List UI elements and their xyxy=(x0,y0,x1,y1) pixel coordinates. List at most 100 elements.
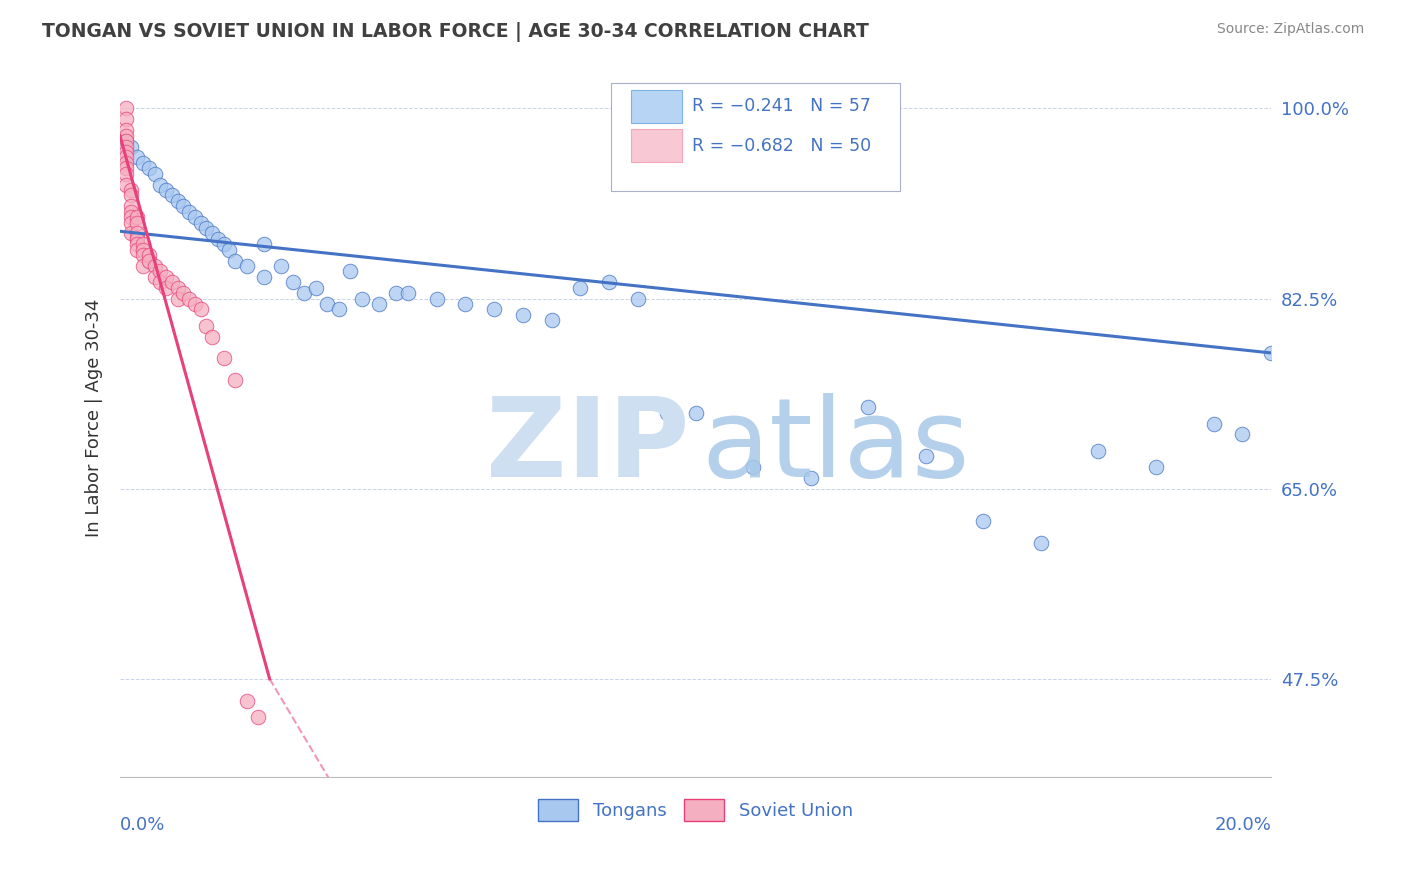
Point xyxy=(292,286,315,301)
Point xyxy=(127,210,149,224)
Point xyxy=(114,134,136,148)
Point xyxy=(235,259,257,273)
Point xyxy=(212,351,235,366)
Point xyxy=(121,199,143,213)
Point xyxy=(195,221,218,235)
Point xyxy=(172,199,194,213)
Point xyxy=(540,313,562,327)
Text: TONGAN VS SOVIET UNION IN LABOR FORCE | AGE 30-34 CORRELATION CHART: TONGAN VS SOVIET UNION IN LABOR FORCE | … xyxy=(42,22,869,42)
Point xyxy=(235,693,257,707)
FancyBboxPatch shape xyxy=(631,90,682,123)
Point xyxy=(155,269,177,284)
Point xyxy=(121,216,143,230)
Point xyxy=(627,292,650,306)
Point xyxy=(212,237,235,252)
Point xyxy=(166,292,188,306)
Point xyxy=(127,232,149,246)
Legend: Tongans, Soviet Union: Tongans, Soviet Union xyxy=(531,792,860,829)
Y-axis label: In Labor Force | Age 30-34: In Labor Force | Age 30-34 xyxy=(86,299,103,537)
Point xyxy=(184,210,207,224)
Point xyxy=(114,123,136,137)
Text: R = −0.682   N = 50: R = −0.682 N = 50 xyxy=(692,136,872,154)
Point xyxy=(350,292,373,306)
Point xyxy=(121,204,143,219)
Point xyxy=(368,297,391,311)
Point xyxy=(177,204,200,219)
Point xyxy=(218,243,240,257)
Point xyxy=(190,302,212,317)
Point xyxy=(201,227,224,241)
Point xyxy=(396,286,419,301)
Point xyxy=(270,259,292,273)
Point xyxy=(127,237,149,252)
Point xyxy=(224,253,246,268)
Text: Source: ZipAtlas.com: Source: ZipAtlas.com xyxy=(1216,22,1364,37)
Point xyxy=(132,156,155,170)
Point xyxy=(121,188,143,202)
Point xyxy=(742,460,765,475)
Point xyxy=(1260,346,1282,360)
Point xyxy=(1144,460,1167,475)
Point xyxy=(339,264,361,278)
Point xyxy=(143,269,166,284)
Point xyxy=(512,308,534,322)
Point xyxy=(114,156,136,170)
Point xyxy=(166,281,188,295)
Point xyxy=(127,243,149,257)
Point xyxy=(114,167,136,181)
Point xyxy=(655,406,678,420)
Point xyxy=(253,237,276,252)
Point xyxy=(138,253,160,268)
Point xyxy=(132,248,155,262)
Point xyxy=(184,297,207,311)
Point xyxy=(247,710,270,724)
Point xyxy=(914,449,936,463)
Point xyxy=(114,145,136,159)
Point xyxy=(569,281,592,295)
Point xyxy=(114,161,136,176)
Point xyxy=(138,253,160,268)
Point xyxy=(127,232,149,246)
Point xyxy=(114,139,136,153)
Point xyxy=(385,286,408,301)
Text: atlas: atlas xyxy=(702,393,970,500)
Point xyxy=(155,183,177,197)
Point xyxy=(138,161,160,176)
Point xyxy=(207,232,229,246)
Point xyxy=(166,194,188,208)
Point xyxy=(425,292,447,306)
Point xyxy=(1029,536,1052,550)
Point xyxy=(160,275,183,289)
Point xyxy=(201,329,224,343)
Point xyxy=(800,471,823,485)
Point xyxy=(155,281,177,295)
Point xyxy=(114,102,136,116)
Point xyxy=(132,259,155,273)
Point xyxy=(114,112,136,127)
Point xyxy=(127,227,149,241)
Point xyxy=(160,188,183,202)
Point xyxy=(121,183,143,197)
Point xyxy=(132,243,155,257)
Point xyxy=(454,297,477,311)
Point xyxy=(149,178,172,192)
Point xyxy=(149,264,172,278)
Point xyxy=(172,286,194,301)
Text: ZIP: ZIP xyxy=(486,393,690,500)
Point xyxy=(685,406,707,420)
Point xyxy=(305,281,328,295)
Text: 20.0%: 20.0% xyxy=(1215,816,1271,834)
Text: R = −0.241   N = 57: R = −0.241 N = 57 xyxy=(692,97,870,115)
Point xyxy=(195,318,218,333)
Point xyxy=(143,167,166,181)
FancyBboxPatch shape xyxy=(612,83,900,191)
Point xyxy=(253,269,276,284)
Point xyxy=(598,275,620,289)
Point xyxy=(177,292,200,306)
Point xyxy=(114,150,136,164)
FancyBboxPatch shape xyxy=(631,129,682,162)
Point xyxy=(482,302,505,317)
Point xyxy=(127,216,149,230)
Point xyxy=(121,227,143,241)
Text: 0.0%: 0.0% xyxy=(120,816,166,834)
